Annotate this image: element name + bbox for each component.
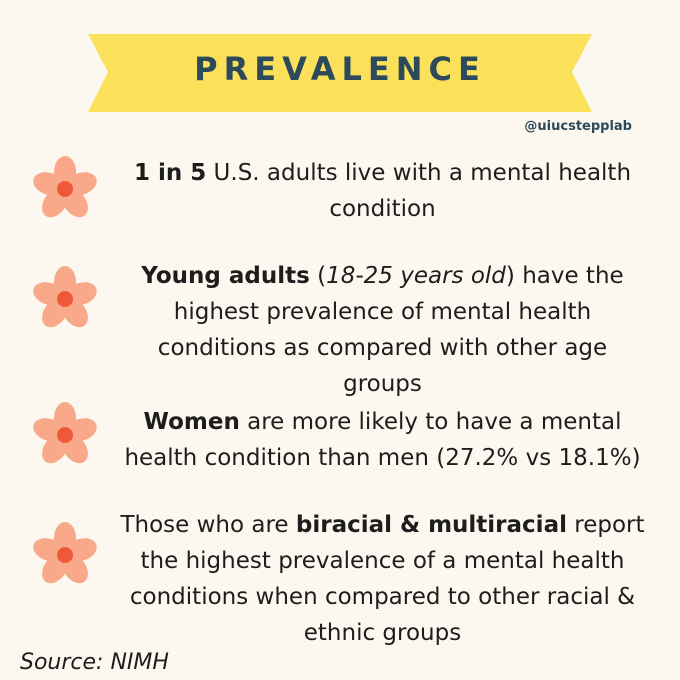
fact-text: Those who are <box>120 512 296 538</box>
flower-icon <box>33 522 97 584</box>
fact-text: 1 in 5 <box>133 160 207 186</box>
fact-text: are more likely to have a mental health … <box>124 409 641 471</box>
fact-text: biracial & multiracial <box>295 512 567 538</box>
fact: Young adults (18-25 years old) have the … <box>115 258 650 402</box>
fact-text: ) have the highest prevalence of mental … <box>157 263 624 397</box>
flower-icon <box>33 266 97 328</box>
fact-text: U.S. adults live with a mental health co… <box>206 160 632 222</box>
flower-icon <box>33 402 97 464</box>
flower-icon <box>33 156 97 218</box>
handle: @uiucstepplab <box>524 119 632 134</box>
fact: Women are more likely to have a mental h… <box>115 404 650 476</box>
fact-text: Women <box>143 409 240 435</box>
source: Source: NIMH <box>20 650 169 675</box>
fact-text: report the highest prevalence of a menta… <box>129 512 645 646</box>
banner-ribbon <box>88 34 592 112</box>
fact-text: 18-25 years old <box>326 263 506 289</box>
title: PREVALENCE <box>194 50 486 88</box>
title-banner <box>88 34 592 112</box>
fact-text: Young adults <box>141 263 310 289</box>
fact: Those who are biracial & multiracial rep… <box>115 507 650 651</box>
fact: 1 in 5 U.S. adults live with a mental he… <box>115 155 650 227</box>
fact-text: ( <box>309 263 327 289</box>
